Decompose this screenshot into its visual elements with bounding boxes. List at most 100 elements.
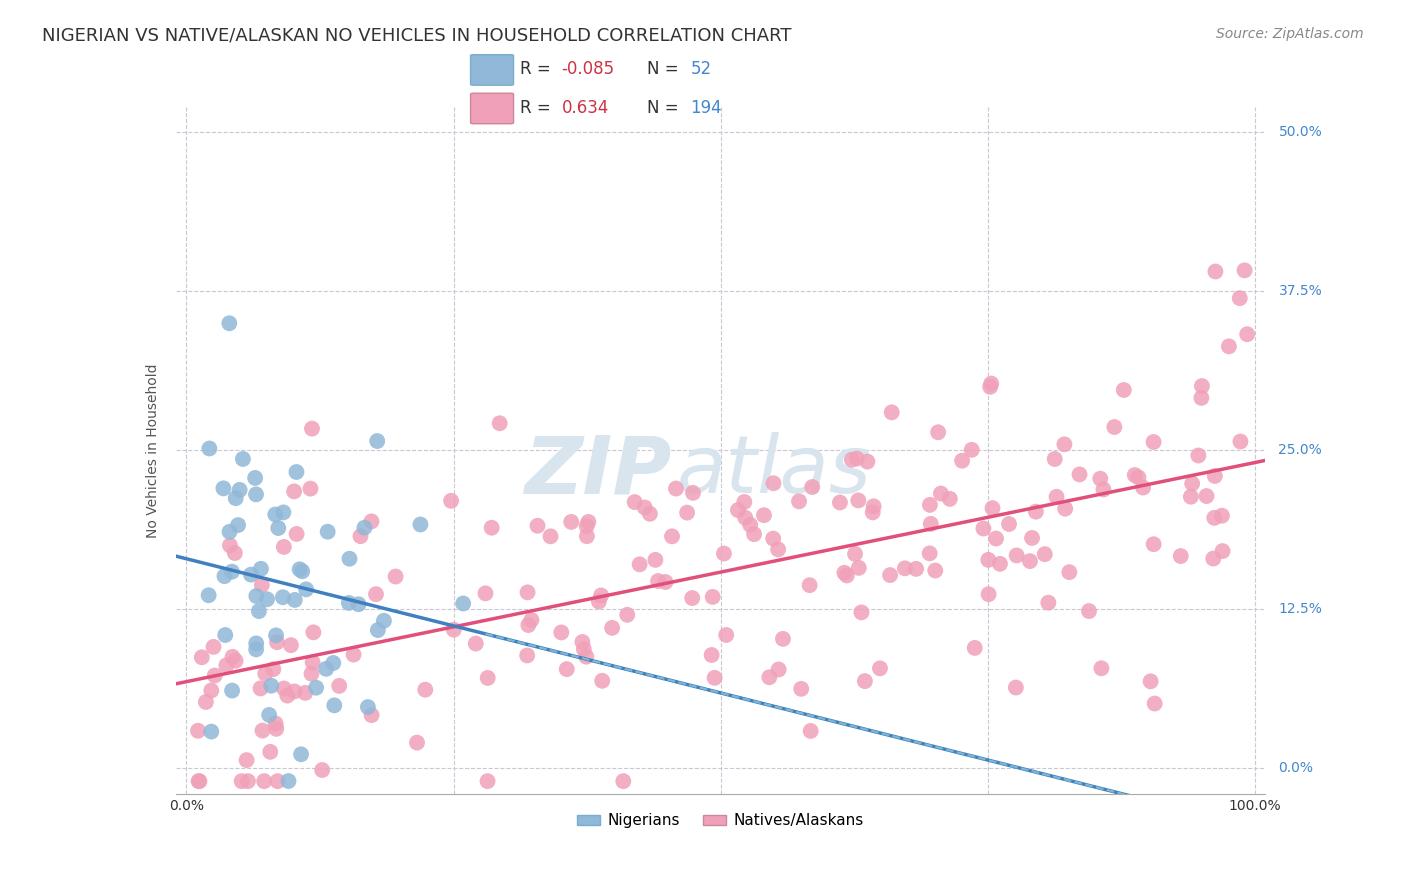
Point	[198, 442, 221, 456]
Text: 37.5%: 37.5%	[1278, 285, 1322, 299]
Point	[290, 747, 312, 762]
Point	[929, 486, 952, 500]
Point	[998, 516, 1021, 531]
Point	[187, 723, 209, 738]
Y-axis label: No Vehicles in Household: No Vehicles in Household	[146, 363, 160, 538]
Point	[226, 518, 249, 533]
Text: 25.0%: 25.0%	[1278, 443, 1322, 458]
FancyBboxPatch shape	[471, 94, 513, 124]
Point	[979, 380, 1001, 394]
Point	[647, 574, 669, 588]
Point	[703, 671, 725, 685]
Point	[316, 524, 339, 539]
Point	[681, 591, 703, 605]
Point	[259, 745, 281, 759]
Point	[634, 500, 657, 515]
Point	[1142, 435, 1164, 450]
Text: NIGERIAN VS NATIVE/ALASKAN NO VEHICLES IN HOUSEHOLD CORRELATION CHART: NIGERIAN VS NATIVE/ALASKAN NO VEHICLES I…	[42, 27, 792, 45]
Point	[187, 774, 209, 789]
Point	[1059, 565, 1081, 579]
Point	[337, 596, 360, 610]
Point	[264, 508, 287, 522]
Point	[315, 662, 337, 676]
Point	[661, 529, 683, 543]
Text: Source: ZipAtlas.com: Source: ZipAtlas.com	[1216, 27, 1364, 41]
Point	[367, 623, 389, 637]
Point	[188, 774, 211, 789]
Point	[713, 547, 735, 561]
Text: atlas: atlas	[678, 432, 872, 510]
Point	[266, 774, 288, 789]
Point	[243, 471, 266, 485]
Point	[1053, 437, 1076, 451]
Point	[322, 656, 344, 670]
Point	[835, 568, 858, 582]
Point	[339, 551, 361, 566]
Point	[856, 454, 879, 468]
Point	[591, 673, 613, 688]
Point	[264, 628, 287, 642]
Point	[972, 521, 994, 535]
Point	[828, 495, 851, 509]
Point	[918, 546, 941, 560]
Point	[1128, 470, 1150, 484]
Point	[588, 594, 610, 608]
Point	[963, 640, 986, 655]
Point	[323, 698, 346, 713]
Point	[1143, 697, 1166, 711]
Point	[373, 614, 395, 628]
Point	[311, 763, 333, 777]
Point	[219, 538, 242, 552]
Point	[702, 590, 724, 604]
Point	[212, 481, 235, 495]
Point	[576, 515, 599, 529]
Point	[714, 628, 737, 642]
Point	[1019, 554, 1042, 568]
Point	[1187, 449, 1209, 463]
Text: R =: R =	[520, 99, 557, 117]
Point	[1139, 674, 1161, 689]
Point	[1191, 379, 1213, 393]
Point	[218, 524, 240, 539]
Point	[862, 505, 884, 519]
Point	[366, 434, 388, 448]
Point	[302, 625, 325, 640]
Point	[260, 679, 283, 693]
Point	[520, 613, 543, 627]
Text: 0.634: 0.634	[561, 99, 609, 117]
Point	[1204, 511, 1226, 525]
Point	[600, 621, 623, 635]
Legend: Nigerians, Natives/Alaskans: Nigerians, Natives/Alaskans	[571, 807, 870, 834]
Point	[628, 558, 651, 572]
Point	[284, 593, 307, 607]
Point	[245, 636, 267, 650]
Point	[245, 487, 267, 501]
Point	[894, 561, 917, 575]
FancyBboxPatch shape	[471, 54, 513, 86]
Point	[768, 663, 790, 677]
Point	[253, 774, 276, 789]
Point	[266, 635, 288, 649]
Point	[1092, 483, 1115, 497]
Point	[846, 493, 869, 508]
Point	[841, 452, 863, 467]
Point	[283, 684, 305, 698]
Point	[349, 529, 371, 543]
Point	[250, 562, 273, 576]
Point	[273, 540, 295, 554]
Point	[1090, 472, 1112, 486]
Point	[787, 494, 810, 508]
Point	[214, 569, 236, 583]
Point	[1229, 434, 1251, 449]
Point	[221, 565, 243, 579]
Point	[1212, 544, 1234, 558]
Point	[555, 662, 578, 676]
Point	[1054, 501, 1077, 516]
Point	[733, 495, 755, 509]
Point	[215, 658, 238, 673]
Point	[271, 591, 294, 605]
Text: N =: N =	[647, 99, 685, 117]
Point	[879, 568, 901, 582]
Text: R =: R =	[520, 60, 557, 78]
Point	[762, 532, 785, 546]
